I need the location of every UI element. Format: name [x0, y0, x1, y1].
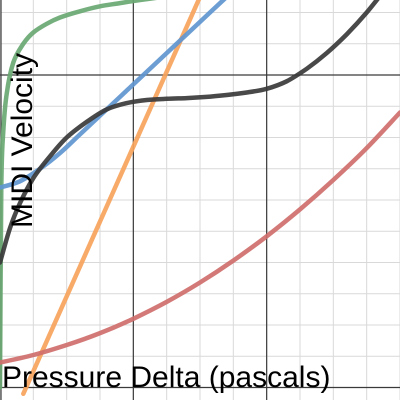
series-line-1 [0, 0, 157, 390]
series-line-4 [0, 0, 380, 265]
series-line-5 [0, 110, 400, 365]
series-line-2 [21, 0, 202, 397]
x-axis-label: Pressure Delta (pascals) [2, 361, 330, 394]
y-axis-label: MIDI Velocity [6, 53, 39, 228]
